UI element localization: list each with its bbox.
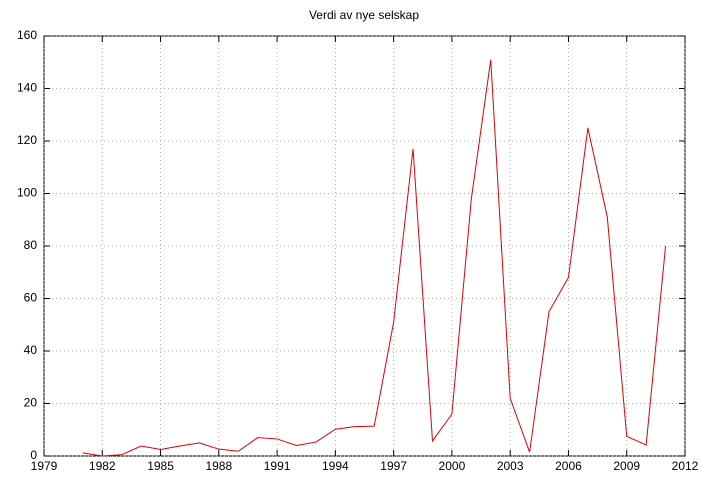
y-tick-label: 40 bbox=[24, 343, 38, 357]
y-tick-label: 140 bbox=[17, 81, 37, 95]
x-tick-label: 2009 bbox=[613, 459, 640, 473]
y-tick-label: 160 bbox=[17, 28, 37, 42]
x-tick-label: 1994 bbox=[322, 459, 349, 473]
y-tick-label: 60 bbox=[24, 291, 38, 305]
x-tick-label: 1979 bbox=[31, 459, 58, 473]
y-tick-label: 80 bbox=[24, 238, 38, 252]
y-tick-label: 120 bbox=[17, 133, 37, 147]
x-tick-label: 1982 bbox=[89, 459, 116, 473]
y-tick-label: 100 bbox=[17, 186, 37, 200]
y-tick-label: 0 bbox=[30, 448, 37, 462]
x-tick-label: 1988 bbox=[205, 459, 232, 473]
x-tick-label: 1997 bbox=[380, 459, 407, 473]
chart-title: Verdi av nye selskap bbox=[309, 8, 419, 22]
x-tick-label: 2003 bbox=[497, 459, 524, 473]
x-tick-label: 2000 bbox=[439, 459, 466, 473]
x-tick-label: 2006 bbox=[555, 459, 582, 473]
x-tick-label: 1991 bbox=[264, 459, 291, 473]
x-tick-label: 2012 bbox=[672, 459, 699, 473]
x-tick-label: 1985 bbox=[147, 459, 174, 473]
data-line bbox=[82, 59, 667, 457]
y-tick-label: 20 bbox=[24, 396, 38, 410]
